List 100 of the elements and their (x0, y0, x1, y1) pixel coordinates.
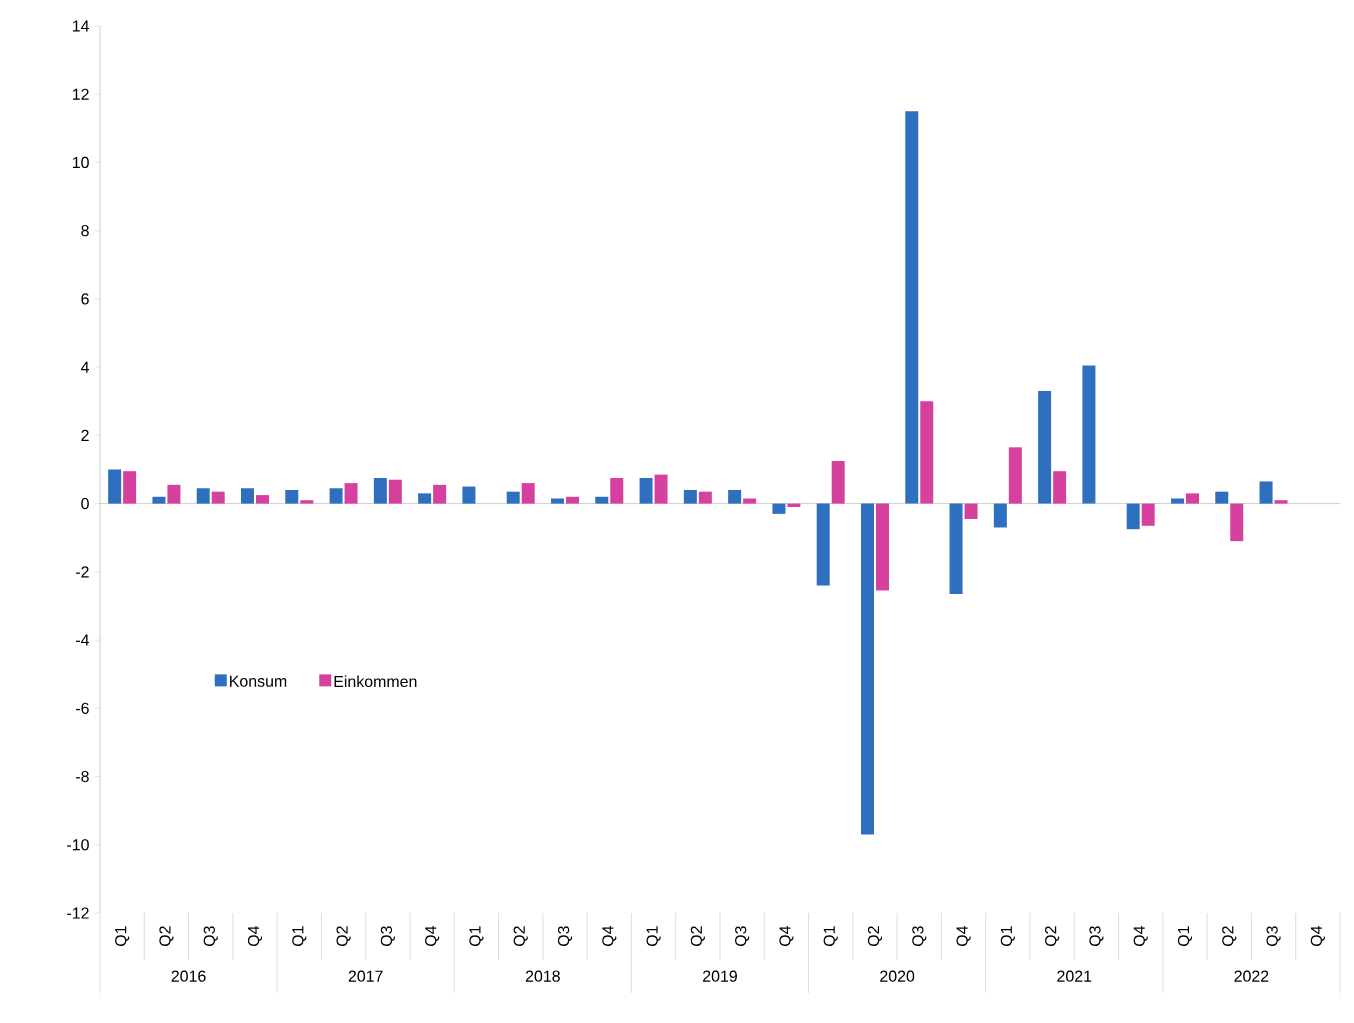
x-tick-label: Q1 (1177, 926, 1193, 947)
bar (108, 469, 122, 504)
bar (1038, 391, 1052, 504)
y-tick-label: 12 (72, 88, 89, 100)
bar (1141, 503, 1155, 526)
bar (1185, 493, 1199, 504)
x-tick-label: Q3 (203, 926, 218, 947)
bar (683, 489, 697, 504)
y-tick-label: -8 (76, 770, 89, 783)
x-tick-label: Q2 (1045, 926, 1060, 947)
bar (1230, 503, 1244, 542)
bar (728, 489, 742, 504)
x-tick-label: Q3 (380, 926, 395, 947)
text: 2021 (1057, 970, 1092, 982)
bar (698, 491, 712, 504)
bar (388, 479, 402, 504)
bar (905, 111, 919, 504)
bar (949, 503, 963, 595)
text: 2017 (348, 970, 383, 982)
bar (344, 483, 358, 504)
bar (831, 460, 845, 504)
bar (1170, 498, 1184, 504)
x-tick-label: Q4 (602, 925, 617, 947)
bar (241, 488, 254, 504)
bar (373, 478, 387, 504)
x-tick-label: Q2 (513, 926, 528, 947)
bar (964, 503, 978, 519)
x-tick-label: Q2 (336, 926, 351, 947)
y-tick-label: 14 (72, 20, 90, 32)
text: 2019 (703, 970, 737, 982)
x-tick-label: Q3 (735, 926, 750, 947)
x-tick-label: Q3 (1266, 926, 1281, 947)
bar (521, 483, 535, 504)
bar (418, 493, 432, 504)
x-tick-label: Q1 (292, 926, 307, 947)
x-tick-label: Q4 (247, 925, 263, 947)
bar (167, 484, 181, 504)
x-tick-label: Q1 (646, 926, 661, 947)
x-tick-label: Q4 (956, 925, 971, 947)
x-tick-label: Q2 (867, 926, 883, 947)
y-tick-label: 6 (81, 293, 89, 305)
y-tick-label: -12 (67, 907, 89, 919)
bar (256, 495, 269, 504)
bar (610, 478, 624, 504)
x-tick-label: Q3 (912, 926, 927, 947)
text: 2020 (880, 970, 915, 982)
y-tick-label: 2 (81, 429, 89, 441)
text: 2022 (1234, 970, 1269, 982)
bar (462, 486, 476, 504)
bar (1274, 500, 1288, 504)
x-tick-label: Q3 (1089, 926, 1104, 947)
y-tick-label: -6 (76, 702, 89, 714)
bar (772, 503, 786, 514)
bar (875, 503, 889, 591)
bar (565, 496, 579, 504)
bar (551, 498, 564, 504)
x-tick-label: Q4 (425, 925, 440, 947)
bar (1053, 471, 1067, 504)
bar (285, 489, 299, 504)
bar (639, 478, 653, 504)
x-tick-label: Q3 (557, 926, 573, 947)
bar (300, 500, 314, 504)
bar (1008, 447, 1022, 504)
bar (211, 491, 225, 504)
bar (816, 503, 830, 586)
y-tick-label: 8 (81, 225, 89, 237)
bar (920, 401, 934, 504)
x-tick-label: Q4 (1310, 925, 1325, 947)
legend-label: Einkommen (334, 675, 417, 688)
bar (993, 503, 1007, 528)
bar (1215, 491, 1229, 504)
legend-label: Konsum (230, 675, 287, 687)
bar (196, 488, 210, 504)
y-tick-label: 4 (80, 361, 90, 373)
x-tick-label: Q1 (823, 926, 838, 947)
x-tick-label: Q1 (115, 926, 130, 947)
text: 2016 (171, 970, 206, 982)
y-tick-label: -10 (67, 839, 89, 851)
x-tick-label: Q2 (159, 926, 174, 947)
bar (123, 471, 137, 504)
x-tick-label: Q4 (779, 925, 794, 947)
bar (1082, 365, 1096, 504)
x-tick-label: Q2 (1222, 926, 1237, 947)
x-tick-label: Q4 (1133, 925, 1148, 947)
bar (595, 496, 609, 504)
bar (1259, 481, 1273, 504)
bar (329, 488, 343, 504)
y-tick-label: -2 (76, 566, 89, 578)
y-tick-label: -4 (76, 634, 90, 646)
bar (152, 496, 166, 504)
x-tick-label: Q1 (1000, 926, 1015, 947)
y-tick-label: 0 (81, 497, 89, 510)
bar (743, 498, 757, 504)
text: 2018 (525, 970, 560, 982)
x-tick-label: Q2 (690, 926, 705, 947)
bar (433, 484, 447, 504)
bar (860, 503, 874, 835)
y-tick-label: 10 (72, 156, 89, 169)
bar (654, 474, 668, 504)
bar (506, 491, 520, 504)
